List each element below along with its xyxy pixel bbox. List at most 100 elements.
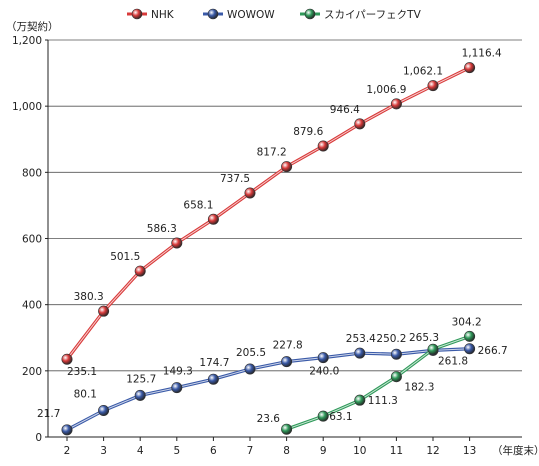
- data-label: 737.5: [220, 173, 250, 185]
- data-point: [61, 353, 73, 365]
- x-tick-label: 9: [320, 445, 327, 457]
- data-label: 23.6: [257, 413, 281, 425]
- y-tick-label: 1,200: [12, 35, 42, 47]
- x-tick-label: 12: [426, 445, 439, 457]
- data-point: [61, 424, 73, 436]
- data-point: [171, 237, 183, 249]
- data-point: [464, 343, 476, 355]
- data-point: [281, 356, 293, 368]
- data-label: 817.2: [257, 147, 287, 159]
- series-skyperfectv: [281, 330, 476, 435]
- legend-item: スカイパーフェクTV: [300, 8, 422, 21]
- data-point: [354, 118, 366, 130]
- data-label: 586.3: [147, 223, 177, 235]
- y-tick-label: 200: [22, 366, 42, 378]
- series-line: [65, 66, 471, 361]
- legend-label: WOWOW: [227, 9, 275, 21]
- data-label: 658.1: [183, 199, 213, 211]
- data-label: 304.2: [452, 316, 482, 328]
- legend-swatch-marker: [207, 8, 219, 20]
- data-label: 380.3: [74, 291, 104, 303]
- data-label: 182.3: [404, 382, 434, 394]
- data-point: [98, 305, 110, 317]
- data-point: [134, 389, 146, 401]
- series-line-highlight: [66, 348, 470, 431]
- data-label: 879.6: [293, 126, 323, 138]
- data-label: 63.1: [329, 411, 352, 423]
- legend-swatch-marker: [304, 8, 316, 20]
- data-label: 111.3: [368, 395, 398, 407]
- data-point: [317, 352, 329, 364]
- data-point: [98, 405, 110, 417]
- x-tick-label: 8: [283, 445, 290, 457]
- y-tick-label: 1,000: [12, 101, 42, 113]
- y-tick-label: 600: [22, 234, 42, 246]
- data-label: 266.7: [478, 345, 508, 357]
- data-labels: 235.1 380.3 501.5 586.3 658.1 737.5 817.2 879.6…: [37, 48, 508, 426]
- data-point: [390, 98, 402, 110]
- data-label: 21.7: [37, 408, 60, 420]
- x-tick-label: 2: [64, 445, 71, 457]
- data-label: 1,006.9: [366, 84, 406, 96]
- x-tick-label: 3: [100, 445, 107, 457]
- series: [61, 62, 476, 436]
- data-label: 80.1: [74, 389, 97, 401]
- legend-item: NHK: [127, 8, 175, 21]
- y-tick-label: 0: [35, 432, 42, 444]
- x-tick-label: 6: [210, 445, 217, 457]
- data-point: [390, 371, 402, 383]
- axes: 0 200 400 600 800 1,000 1,200 2 3 4 5 6 7 8 9 10 11 12 13: [12, 35, 522, 457]
- legend: NHK WOWOW スカイパーフェクTV: [127, 8, 422, 21]
- data-point: [244, 363, 256, 375]
- data-point: [427, 343, 439, 355]
- legend-label: NHK: [151, 9, 175, 21]
- data-label: 261.8: [438, 355, 468, 367]
- data-label: 250.2: [376, 333, 406, 345]
- grid: [48, 39, 522, 372]
- x-tick-label: 7: [247, 445, 254, 457]
- series-line-highlight: [66, 67, 470, 360]
- legend-item: WOWOW: [203, 8, 275, 21]
- data-point: [427, 80, 439, 92]
- data-point: [317, 140, 329, 152]
- data-point: [390, 348, 402, 360]
- y-axis-unit-label: （万契約）: [6, 20, 59, 33]
- data-label: 227.8: [273, 340, 303, 352]
- legend-label: スカイパーフェクTV: [324, 9, 422, 21]
- series-line-highlight: [286, 335, 470, 430]
- data-point: [281, 161, 293, 173]
- data-label: 149.3: [163, 366, 193, 378]
- data-label: 174.7: [199, 357, 229, 369]
- x-tick-label: 11: [390, 445, 403, 457]
- data-point: [354, 347, 366, 359]
- data-label: 1,116.4: [462, 48, 502, 60]
- x-axis-unit-label: （年度末）: [492, 444, 539, 457]
- data-label: 265.3: [409, 332, 439, 344]
- data-label: 946.4: [330, 104, 360, 116]
- legend-swatch-marker: [131, 8, 143, 20]
- data-point: [281, 423, 293, 435]
- x-tick-label: 13: [463, 445, 476, 457]
- y-tick-label: 800: [22, 167, 42, 179]
- data-point: [171, 382, 183, 394]
- series-nhk: [61, 62, 476, 365]
- data-label: 125.7: [126, 373, 156, 385]
- x-tick-label: 10: [353, 445, 366, 457]
- data-point: [464, 330, 476, 342]
- data-label: 501.5: [110, 251, 140, 263]
- data-point: [207, 373, 219, 385]
- x-tick-label: 4: [137, 445, 144, 457]
- x-tick-label: 5: [173, 445, 180, 457]
- data-point: [354, 394, 366, 406]
- data-label: 253.4: [346, 333, 376, 345]
- y-tick-label: 400: [22, 300, 42, 312]
- data-label: 205.5: [236, 347, 266, 359]
- data-label: 1,062.1: [403, 66, 443, 78]
- data-point: [244, 187, 256, 199]
- data-point: [134, 265, 146, 277]
- data-point: [464, 62, 476, 74]
- data-label: 240.0: [309, 366, 339, 378]
- data-label: 235.1: [67, 366, 97, 378]
